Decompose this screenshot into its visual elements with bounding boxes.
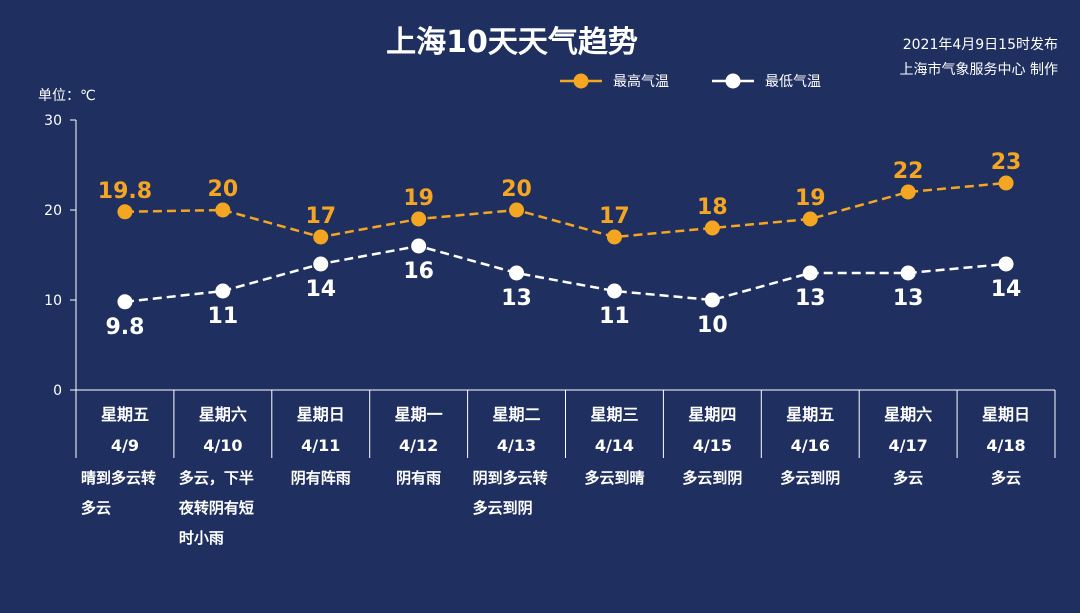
low-point <box>606 283 622 299</box>
y-tick-label: 20 <box>44 203 62 219</box>
weather-text: 多云到阴 <box>682 469 742 487</box>
high-point <box>509 202 525 218</box>
x-categories: 星期五4/9晴到多云转多云星期六4/10多云，下半夜转阴有短时小雨星期日4/11… <box>81 405 1030 547</box>
x-tick-date: 4/9 <box>111 436 139 455</box>
x-tick-date: 4/10 <box>203 436 242 455</box>
weather-text: 多云 <box>991 469 1021 487</box>
x-tick-date: 4/18 <box>986 436 1025 455</box>
x-tick-day: 星期六 <box>199 405 247 424</box>
weather-text: 多云，下半 <box>179 469 254 487</box>
low-value-label: 14 <box>305 277 336 302</box>
chart-title: 上海10天天气趋势 <box>386 25 638 60</box>
y-tick-label: 0 <box>53 383 62 399</box>
x-tick-date: 4/14 <box>595 436 634 455</box>
low-point <box>117 294 133 310</box>
x-tick-day: 星期五 <box>786 405 834 424</box>
high-point <box>606 229 622 245</box>
weather-text: 多云 <box>81 499 111 517</box>
series-line-low <box>124 244 1007 304</box>
x-tick-date: 4/16 <box>791 436 830 455</box>
low-value-label: 11 <box>208 304 239 329</box>
low-value-label: 9.8 <box>105 315 144 340</box>
x-tick-day: 星期一 <box>395 405 443 424</box>
x-tick-day: 星期二 <box>493 405 541 424</box>
low-point <box>509 265 525 281</box>
x-tick-day: 星期五 <box>101 405 149 424</box>
x-tick-date: 4/12 <box>399 436 438 455</box>
publish-time: 2021年4月9日15时发布 <box>903 37 1058 53</box>
low-value-label: 16 <box>403 259 434 284</box>
high-point <box>802 211 818 227</box>
series-line-high <box>124 181 1007 239</box>
high-value-label: 22 <box>893 159 924 184</box>
high-value-label: 17 <box>305 204 336 229</box>
high-value-label: 20 <box>501 177 532 202</box>
weather-text: 多云到晴 <box>584 469 644 487</box>
low-value-label: 11 <box>599 304 630 329</box>
low-point <box>998 256 1014 272</box>
legend-label: 最高气温 <box>613 73 669 90</box>
x-tick-date: 4/15 <box>693 436 732 455</box>
low-point <box>215 283 231 299</box>
high-point <box>117 204 133 220</box>
x-tick-day: 星期三 <box>590 405 638 424</box>
high-value-label: 17 <box>599 204 630 229</box>
x-tick-date: 4/13 <box>497 436 536 455</box>
y-tick-label: 10 <box>44 293 62 309</box>
plot-area: 9.8 11 14 16 13 11 10 13 13 14 19.8 20 17 19 20 17 18 19 2… <box>98 150 1022 340</box>
low-point <box>313 256 329 272</box>
low-point <box>900 265 916 281</box>
x-tick-day: 星期四 <box>688 405 736 424</box>
high-value-label: 20 <box>208 177 239 202</box>
weather-text: 多云 <box>893 469 923 487</box>
legend: 最高气温 最低气温 <box>560 73 821 90</box>
weather-text: 时小雨 <box>179 529 224 547</box>
high-value-label: 23 <box>991 150 1022 175</box>
y-tick-label: 30 <box>44 113 62 129</box>
low-point <box>802 265 818 281</box>
high-point <box>900 184 916 200</box>
low-point <box>411 238 427 254</box>
x-tick-date: 4/17 <box>889 436 928 455</box>
weather-text: 阴有雨 <box>396 469 441 487</box>
high-point <box>313 229 329 245</box>
high-point <box>704 220 720 236</box>
weather-text: 晴到多云转 <box>81 469 156 487</box>
high-value-label: 19 <box>403 186 434 211</box>
low-value-label: 10 <box>697 313 728 338</box>
high-point <box>215 202 231 218</box>
high-point <box>998 175 1014 191</box>
weather-text: 多云到阴 <box>473 499 533 517</box>
x-tick-date: 4/11 <box>301 436 340 455</box>
weather-text: 多云到阴 <box>780 469 840 487</box>
low-value-label: 13 <box>795 286 826 311</box>
weather-text: 夜转阴有短 <box>178 499 254 517</box>
low-point <box>704 292 720 308</box>
high-value-label: 19 <box>795 186 826 211</box>
high-point <box>411 211 427 227</box>
high-value-label: 18 <box>697 195 728 220</box>
low-value-label: 13 <box>501 286 532 311</box>
x-tick-day: 星期日 <box>297 405 345 424</box>
high-value-label: 19.8 <box>98 179 152 204</box>
low-value-label: 14 <box>991 277 1022 302</box>
publisher: 上海市气象服务中心 制作 <box>900 61 1058 78</box>
unit-label: 单位：℃ <box>38 88 96 104</box>
weather-text: 阴有阵雨 <box>291 469 351 487</box>
legend-marker <box>725 73 741 89</box>
weather-text: 阴到多云转 <box>473 469 548 487</box>
x-tick-day: 星期日 <box>982 405 1030 424</box>
low-value-label: 13 <box>893 286 924 311</box>
x-tick-day: 星期六 <box>884 405 932 424</box>
legend-label: 最低气温 <box>765 74 821 90</box>
axes: 0 10 20 30 <box>44 113 1056 458</box>
legend-marker <box>573 73 589 89</box>
